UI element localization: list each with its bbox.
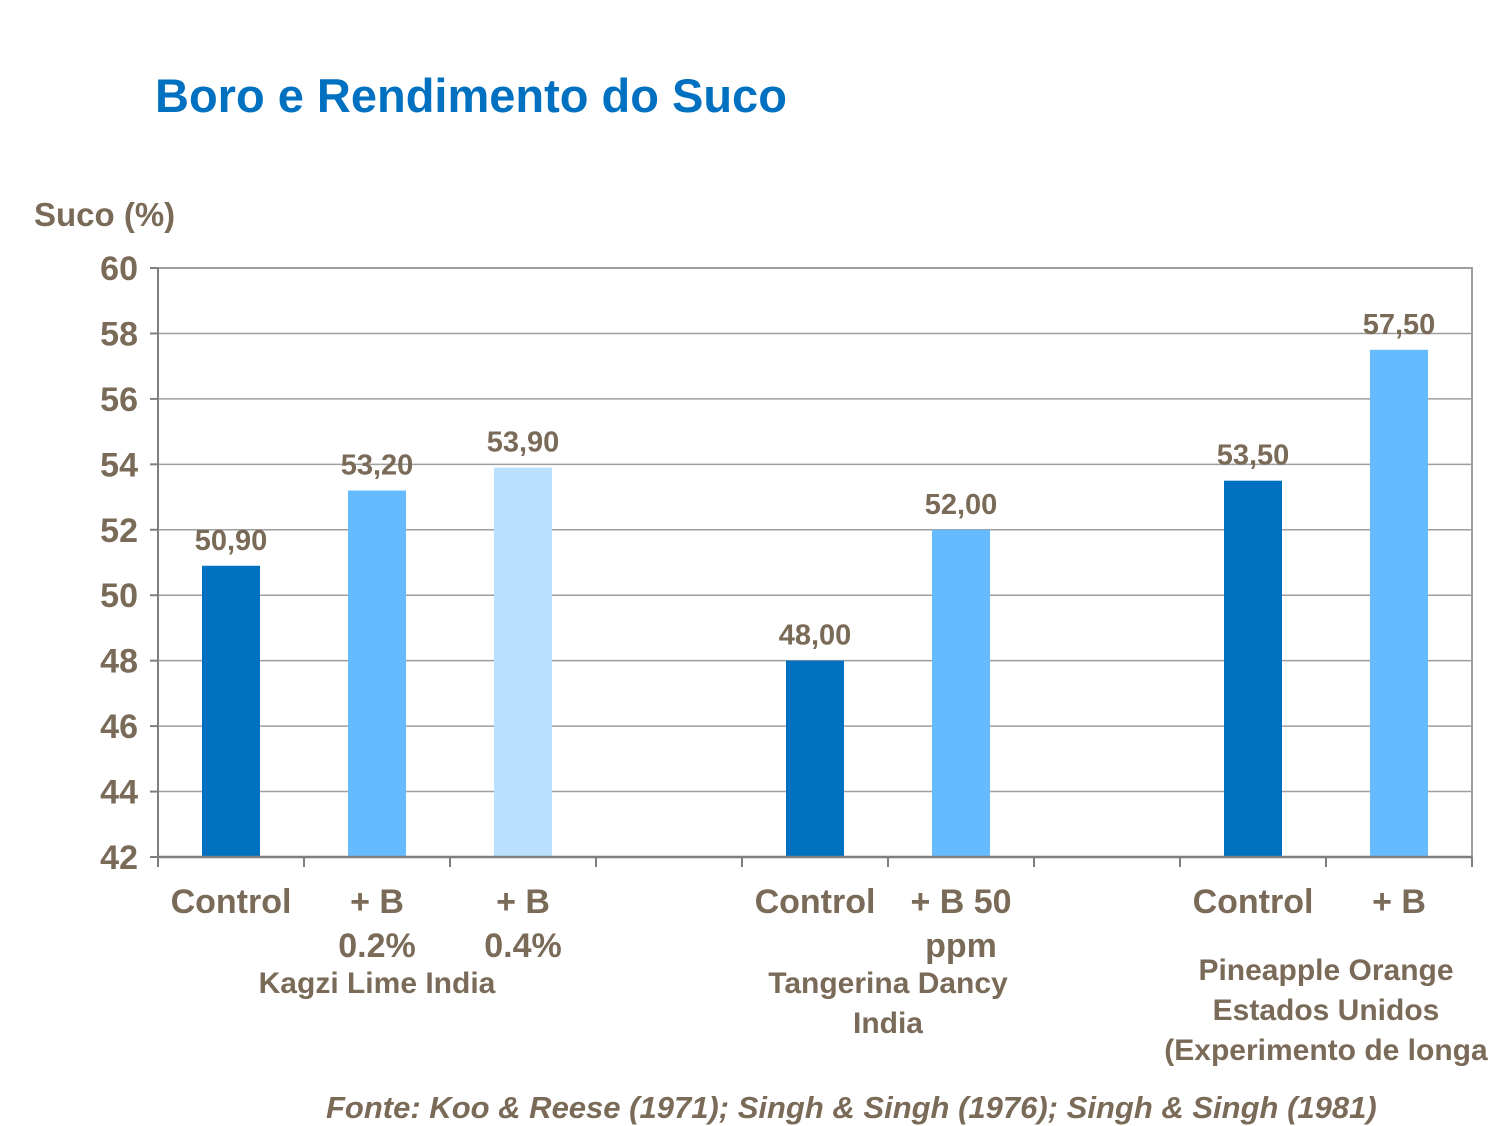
category-label: + B (496, 883, 550, 921)
labels: 42 44 46 48 50 52 54 56 58 60 50,90 Control 53,20 + B… (100, 250, 1488, 1067)
group-label: Tangerina Dancy (768, 967, 1008, 1000)
group-label: Pineapple Orange (1198, 954, 1453, 987)
category-label: + B (350, 883, 404, 921)
category-label: + B (1372, 883, 1426, 921)
value-label: 53,90 (487, 427, 560, 459)
y-tick-label: 42 (100, 839, 138, 877)
y-tick-label: 60 (100, 250, 138, 288)
bar (932, 529, 990, 857)
bars (202, 349, 1428, 857)
value-label: 53,50 (1217, 440, 1290, 472)
category-label: 0.2% (338, 927, 416, 965)
y-tick-label: 50 (100, 577, 138, 615)
y-tick-label: 52 (100, 512, 138, 550)
bar (348, 490, 406, 857)
value-label: 52,00 (925, 489, 998, 521)
bar (786, 660, 844, 857)
chart-title: Boro e Rendimento do Suco (155, 69, 787, 122)
value-label: 50,90 (195, 525, 268, 557)
value-label: 53,20 (341, 450, 414, 482)
bar (494, 467, 552, 857)
group-label: Kagzi Lime India (259, 967, 496, 1000)
y-tick-label: 56 (100, 381, 138, 419)
bar (202, 565, 260, 857)
y-tick-label: 58 (100, 315, 138, 353)
category-label: Control (171, 883, 292, 921)
y-axis-label: Suco (%) (34, 196, 176, 233)
value-label: 48,00 (779, 620, 852, 652)
y-tick-label: 48 (100, 643, 138, 681)
bar (1224, 480, 1282, 857)
category-label: ppm (925, 927, 997, 965)
value-label: 57,50 (1363, 309, 1436, 341)
y-tick-label: 44 (100, 774, 138, 812)
source-note: Fonte: Koo & Reese (1971); Singh & Singh… (326, 1090, 1377, 1125)
category-label: Control (1193, 883, 1314, 921)
y-tick-label: 54 (100, 446, 138, 484)
category-label: Control (755, 883, 876, 921)
y-tick-label: 46 (100, 708, 138, 746)
group-label: India (853, 1007, 923, 1040)
category-label: 0.4% (484, 927, 562, 965)
bar (1370, 349, 1428, 857)
group-label: (Experimento de longa (1164, 1034, 1488, 1067)
group-label: Estados Unidos (1213, 994, 1440, 1027)
category-label: + B 50 (910, 883, 1011, 921)
axes (150, 267, 1473, 867)
